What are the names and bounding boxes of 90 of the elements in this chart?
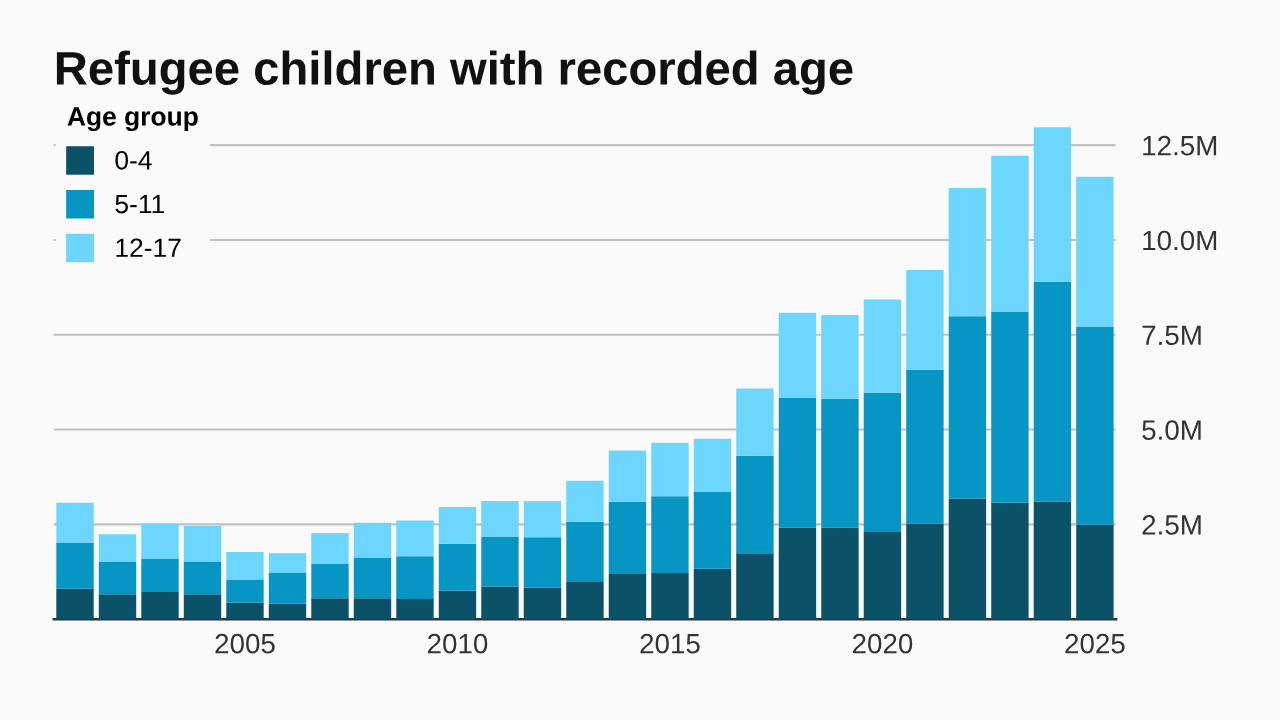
bar: [608, 450, 647, 502]
y-tick-label: 12.5M: [1143, 135, 1217, 156]
bar: [693, 568, 732, 620]
bar: [948, 498, 987, 620]
bar: [821, 315, 859, 399]
bar: [991, 155, 1029, 313]
bar: [481, 586, 519, 620]
bar: [311, 598, 349, 620]
bar: [311, 563, 349, 599]
bar: [56, 588, 94, 620]
bar: [141, 558, 179, 592]
bar: [906, 269, 944, 370]
bar: [863, 392, 902, 532]
bar: [863, 299, 902, 393]
bar: [438, 506, 477, 544]
x-tick-label: 2025: [1065, 633, 1125, 654]
bar: [268, 553, 307, 573]
bar: [821, 398, 859, 528]
x-tick-label: 2020: [852, 633, 913, 654]
bar: [778, 312, 817, 398]
bar: [183, 561, 222, 595]
x-tick-label: 2015: [640, 633, 700, 654]
bar: [56, 542, 94, 589]
bar: [736, 388, 774, 456]
bar: [481, 500, 519, 537]
bar: [226, 552, 264, 580]
bar: [566, 480, 604, 522]
bar: [991, 312, 1029, 503]
bar: [778, 397, 817, 528]
bar: [98, 534, 137, 562]
bar: [1033, 281, 1072, 502]
bar: [226, 579, 264, 603]
bar: [906, 369, 944, 524]
bar: [1076, 326, 1114, 525]
bar: [56, 502, 94, 543]
bar: [396, 520, 434, 557]
bar: [183, 594, 222, 620]
bar: [651, 442, 689, 497]
bar: [353, 522, 392, 558]
bar: [438, 543, 477, 591]
legend-label: 0-4: [115, 150, 152, 170]
legend-title: Age group: [67, 107, 198, 132]
chart-title: Refugee children with recorded age: [56, 50, 853, 95]
bar: [608, 501, 647, 575]
bar: [353, 598, 392, 620]
bar: [736, 455, 774, 554]
bar: [98, 594, 137, 620]
bar: [268, 603, 307, 620]
bar: [651, 572, 689, 620]
bar: [778, 527, 817, 620]
bar: [736, 553, 774, 620]
bar: [98, 561, 137, 595]
bar: [566, 581, 604, 620]
bar: [1076, 176, 1114, 327]
bar: [481, 536, 519, 587]
bar: [693, 491, 732, 569]
bar: [948, 188, 987, 317]
bar: [311, 533, 349, 564]
bar: [396, 556, 434, 600]
bar: [948, 316, 987, 499]
x-tick-label: 2010: [427, 633, 488, 654]
bar: [1033, 127, 1072, 282]
legend-label: 5-11: [115, 194, 164, 214]
bar: [991, 502, 1029, 620]
y-tick-label: 10.0M: [1143, 230, 1217, 251]
bar: [353, 557, 392, 599]
bar: [523, 537, 562, 588]
bar: [863, 531, 902, 620]
legend-label: 12-17: [116, 238, 181, 257]
y-tick-label: 5.0M: [1142, 420, 1201, 440]
y-tick-label: 2.5M: [1142, 515, 1201, 535]
bar: [566, 521, 604, 582]
bar: [1033, 501, 1072, 620]
bar: [141, 591, 179, 620]
bar: [693, 438, 732, 492]
bar: [396, 599, 434, 620]
bar: [821, 527, 859, 620]
bar: [183, 525, 222, 562]
bar: [1076, 524, 1114, 620]
bar: [523, 500, 562, 538]
bar: [141, 523, 179, 559]
bar: [268, 572, 307, 604]
x-tick-label: 2005: [215, 633, 275, 654]
bar: [438, 590, 477, 620]
bar: [608, 574, 647, 620]
bar: [523, 587, 562, 620]
y-tick-label: 7.5M: [1142, 325, 1201, 346]
bar: [226, 602, 264, 620]
bar: [651, 496, 689, 573]
bar: [906, 523, 944, 620]
